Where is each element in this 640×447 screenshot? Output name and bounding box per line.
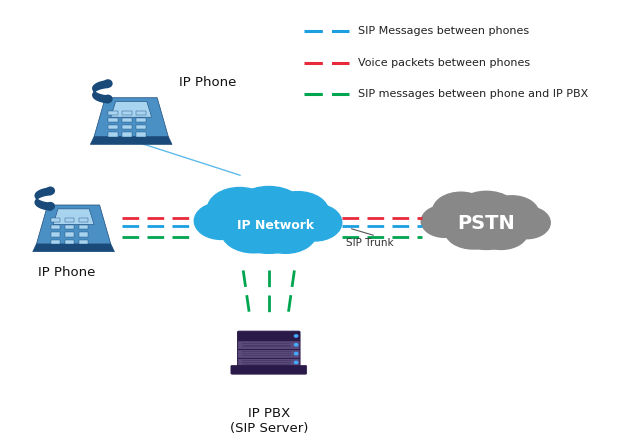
Ellipse shape — [449, 207, 524, 249]
Ellipse shape — [46, 187, 54, 194]
Text: Voice packets between phones: Voice packets between phones — [358, 58, 531, 67]
Ellipse shape — [503, 207, 550, 239]
Bar — [79, 240, 88, 244]
Ellipse shape — [104, 80, 112, 87]
Bar — [136, 111, 146, 115]
Bar — [136, 118, 146, 122]
Polygon shape — [90, 137, 172, 144]
Text: PSTN: PSTN — [458, 214, 515, 233]
Ellipse shape — [485, 196, 539, 232]
Ellipse shape — [207, 188, 272, 231]
Bar — [51, 240, 60, 244]
Bar — [108, 118, 118, 122]
Circle shape — [294, 344, 298, 346]
Bar — [122, 118, 132, 122]
Polygon shape — [36, 205, 111, 244]
Ellipse shape — [268, 192, 329, 233]
Ellipse shape — [46, 202, 54, 210]
Text: SIP Messages between phones: SIP Messages between phones — [358, 26, 529, 36]
Ellipse shape — [433, 192, 489, 230]
Circle shape — [294, 361, 298, 363]
Polygon shape — [111, 101, 152, 117]
FancyBboxPatch shape — [231, 366, 307, 374]
Bar — [108, 132, 118, 137]
Ellipse shape — [230, 186, 307, 240]
Text: SIP messages between phone and IP PBX: SIP messages between phone and IP PBX — [358, 89, 589, 99]
Polygon shape — [53, 209, 94, 224]
Circle shape — [294, 335, 298, 337]
Ellipse shape — [453, 191, 520, 238]
Bar — [65, 232, 74, 236]
Ellipse shape — [195, 202, 248, 240]
Ellipse shape — [227, 204, 311, 253]
Bar — [51, 218, 60, 222]
Bar — [65, 240, 74, 244]
Ellipse shape — [474, 214, 528, 249]
Ellipse shape — [221, 210, 285, 253]
Bar — [108, 111, 118, 115]
Bar — [122, 132, 132, 137]
Bar — [79, 232, 88, 236]
Text: IP Network: IP Network — [237, 219, 314, 232]
Bar — [122, 125, 132, 129]
FancyBboxPatch shape — [237, 358, 300, 367]
Bar — [79, 218, 88, 222]
Polygon shape — [94, 98, 168, 137]
Bar — [79, 225, 88, 229]
Bar — [65, 225, 74, 229]
Text: IP Phone: IP Phone — [179, 76, 237, 89]
Bar — [136, 132, 146, 137]
Ellipse shape — [421, 205, 468, 237]
Bar — [122, 111, 132, 115]
Bar — [51, 225, 60, 229]
Bar — [136, 125, 146, 129]
Ellipse shape — [255, 212, 316, 253]
FancyBboxPatch shape — [237, 349, 300, 358]
Polygon shape — [33, 244, 115, 252]
FancyBboxPatch shape — [237, 331, 300, 341]
Circle shape — [294, 352, 298, 355]
Bar — [108, 125, 118, 129]
Ellipse shape — [104, 95, 112, 102]
Ellipse shape — [445, 211, 501, 249]
Bar — [51, 232, 60, 236]
Ellipse shape — [288, 204, 342, 241]
Text: SIP Trunk: SIP Trunk — [346, 238, 394, 248]
Bar — [65, 218, 74, 222]
FancyBboxPatch shape — [237, 340, 300, 350]
Text: IP PBX
(SIP Server): IP PBX (SIP Server) — [230, 407, 308, 435]
Text: IP Phone: IP Phone — [38, 266, 96, 279]
